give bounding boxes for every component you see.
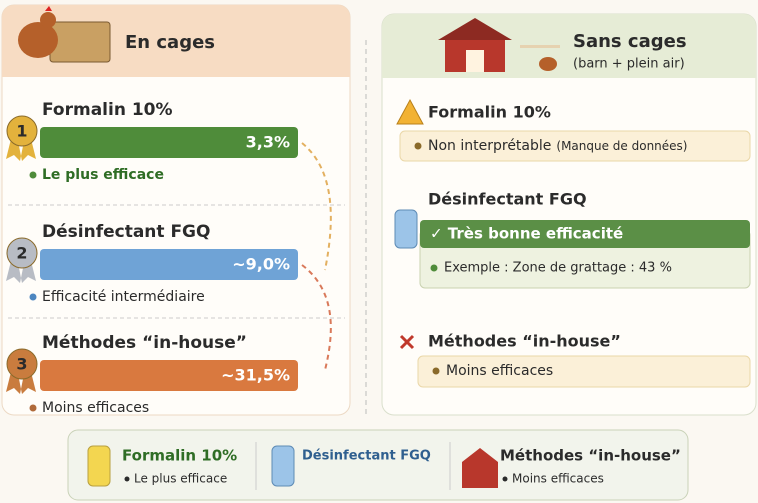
item-title: Méthodes “in-house” [42,333,247,353]
result: ✓ Très bonne efficacité [430,225,623,243]
medal [6,348,38,380]
bullet [29,171,37,179]
bullet [414,142,422,150]
value: ~31,5% [221,366,290,385]
note: Efficacité intermédiaire [42,289,205,305]
bullet [502,476,508,482]
rank: 1 [16,122,27,141]
item-title: Formalin 10% [42,100,173,120]
bullet [432,367,440,375]
left-title: En cages [125,32,215,53]
bullet [29,293,37,301]
legend-note: Moins efficaces [512,472,604,486]
hen-icon [18,6,111,63]
arrow [301,142,332,271]
value: 3,3% [246,133,290,152]
legend-note: Le plus efficace [134,472,227,486]
bottle-icon [394,209,418,249]
item-title: Méthodes “in-house” [428,332,621,351]
result: Moins efficaces [446,363,553,379]
legend-title: Désinfectant FGQ [302,449,431,464]
item-title: Désinfectant FGQ [42,222,210,242]
medal [6,237,38,269]
result: Non interprétable (Manque de données) [428,138,688,154]
bullet [124,476,130,482]
right-header [382,14,756,78]
note: Moins efficaces [42,400,149,416]
legend [67,429,689,501]
item-title: Formalin 10% [428,103,551,122]
bar [40,249,298,280]
result-bar [420,220,750,248]
rank: 3 [16,355,27,374]
medal [6,115,38,147]
bullet [29,404,37,412]
right-subtitle: (barn + plein air) [573,57,685,72]
arrow [301,264,332,371]
bar [40,127,298,158]
detail: Exemple : Zone de grattage : 43 % [444,261,672,276]
bottle-icon [87,445,498,488]
right-title: Sans cages [573,31,687,52]
value: ~9,0% [232,255,290,274]
barn-icon [438,18,560,72]
result-box [399,130,751,162]
bar [40,360,298,391]
legend-title: Formalin 10% [122,447,237,465]
result-detail: (Manque de données) [556,139,687,153]
result-box [417,355,751,388]
warning-icon [396,98,424,125]
note: Le plus efficace [42,167,164,183]
legend-title: Méthodes “in-house” [500,447,681,465]
result-text: Non interprétable [428,138,551,154]
bullet [430,264,438,272]
cross-icon [399,334,415,350]
rank: 2 [16,244,27,263]
item-title: Désinfectant FGQ [428,190,587,209]
